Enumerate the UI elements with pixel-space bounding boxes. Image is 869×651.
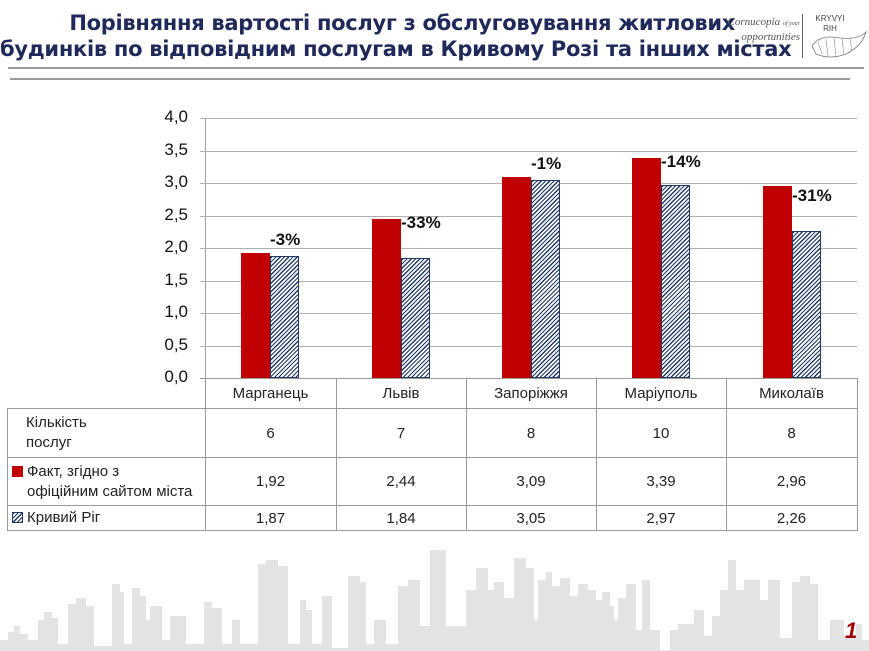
table-cell: 7	[335, 408, 467, 458]
category-header: Львів	[335, 378, 467, 409]
table-cell: 1,92	[204, 457, 337, 506]
legend-swatch-kryvyi-rih	[12, 512, 23, 523]
row-label: Факт, згідно з офіційним сайтом міста	[7, 457, 206, 506]
logo-slogan: Cornucopia of your opportunities	[727, 16, 800, 43]
category-header: Маріуполь	[595, 378, 727, 409]
bar-kryvyi-rih	[792, 231, 821, 378]
category-header: Марганець	[204, 378, 337, 409]
difference-label: -3%	[270, 230, 301, 249]
gridline	[200, 151, 857, 152]
category-header: Миколаїв	[725, 378, 858, 409]
row-label: Кривий Ріг	[7, 505, 206, 531]
slide-title: Порівняння вартості послуг з обслуговува…	[0, 10, 792, 62]
table-cell: 2,97	[595, 505, 727, 531]
table-cell: 3,39	[595, 457, 727, 506]
header-divider-bottom	[10, 78, 850, 80]
title-line-2: будинків по відповідним послугам в Криво…	[0, 37, 792, 61]
table-header-row: Марганець Львів Запоріжжя Маріуполь Мико…	[7, 378, 858, 409]
table-row-fact: Факт, згідно з офіційним сайтом міста 1,…	[7, 457, 858, 506]
gridline	[200, 118, 857, 119]
difference-label: -33%	[401, 213, 441, 232]
bar-chart: 0,0 0,5 1,0 1,5 2,0 2,5 3,0 3,5 4,0 -3% -33% -1% -14…	[164, 107, 857, 386]
category-header: Запоріжжя	[465, 378, 597, 409]
table-cell: 1,84	[335, 505, 467, 531]
bar-kryvyi-rih	[401, 258, 430, 378]
cornucopia-icon	[811, 30, 867, 58]
page-number: 1	[845, 618, 858, 643]
y-tick-label: 3,0	[164, 172, 188, 191]
y-tick-label: 1,0	[164, 302, 188, 321]
table-cell: 2,96	[725, 457, 858, 506]
logo-divider	[802, 14, 803, 58]
table-cell: 3,05	[465, 505, 597, 531]
table-cell: 3,09	[465, 457, 597, 506]
table-cell: 10	[595, 408, 727, 458]
table-cell: 1,87	[204, 505, 337, 531]
table-cell: 8	[725, 408, 858, 458]
y-tick-label: 1,5	[164, 270, 188, 289]
bar-fact	[502, 177, 531, 378]
header-divider-top	[8, 67, 864, 69]
bar-fact	[632, 158, 661, 378]
title-line-1: Порівняння вартості послуг з обслуговува…	[69, 11, 735, 35]
data-table: Марганець Львів Запоріжжя Маріуполь Мико…	[7, 378, 858, 531]
table-row-kryvyi-rih: Кривий Ріг 1,87 1,84 3,05 2,97 2,26	[7, 505, 858, 531]
y-tick-label: 4,0	[164, 107, 188, 126]
bar-kryvyi-rih	[661, 185, 690, 378]
table-cell: 2,26	[725, 505, 858, 531]
bar-fact	[372, 219, 401, 378]
city-skyline-decoration	[0, 550, 869, 651]
table-row-service-count: Кількість послуг 6 7 8 10 8	[7, 408, 858, 458]
y-tick-label: 3,5	[164, 140, 188, 159]
y-tick-label: 2,0	[164, 237, 188, 256]
difference-label: -14%	[661, 152, 701, 171]
row-label: Кількість послуг	[7, 408, 206, 458]
legend-swatch-fact	[12, 465, 23, 477]
logo-city-name: KRYVYI RIH	[815, 14, 845, 33]
table-cell: 6	[204, 408, 337, 458]
y-tick-label: 0,5	[164, 335, 188, 354]
bar-kryvyi-rih	[270, 256, 299, 378]
table-cell: 2,44	[335, 457, 467, 506]
table-cell: 8	[465, 408, 597, 458]
y-tick-label: 2,5	[164, 205, 188, 224]
bar-fact	[763, 186, 792, 378]
bar-fact	[241, 253, 270, 378]
city-logo: Cornucopia of your opportunities KRYVYI …	[718, 10, 868, 62]
difference-label: -1%	[531, 154, 562, 173]
difference-label: -31%	[792, 186, 832, 205]
bar-kryvyi-rih	[531, 180, 560, 378]
